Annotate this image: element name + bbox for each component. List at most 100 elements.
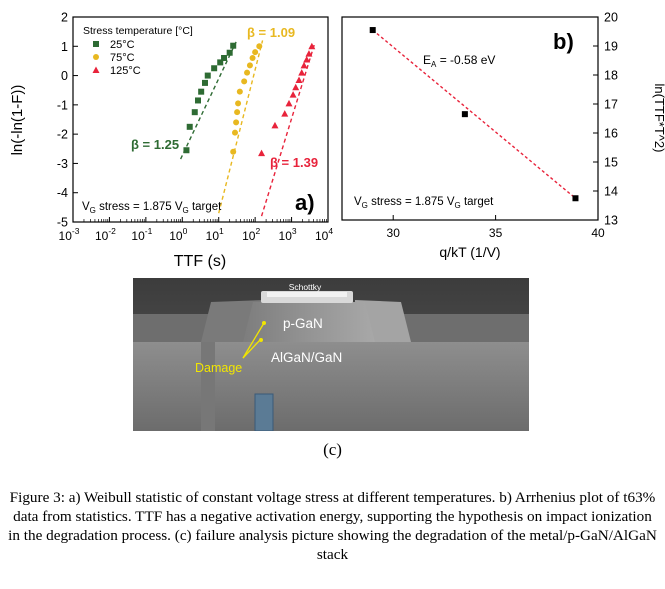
x-tick-label-b: 35 <box>489 226 503 240</box>
panel-c-label: (c) <box>323 440 342 459</box>
failure-analysis-image: Schottky p-GaN AlGaN/GaN Damage <box>133 278 529 431</box>
fit-line-0 <box>179 41 237 160</box>
beta-label-25c: β = 1.25 <box>131 137 179 152</box>
data-point-series-1 <box>235 100 242 107</box>
panel-label-b: b) <box>553 29 574 54</box>
data-point-series-2 <box>289 91 297 98</box>
data-point-series-0 <box>201 79 208 86</box>
data-point-series-2 <box>271 121 279 129</box>
y-tick-label-a: -2 <box>57 128 68 142</box>
y-axis-label-a: ln(-ln(1-F)) <box>9 85 26 156</box>
y-tick-label-a: 2 <box>61 11 68 25</box>
data-point-series-2 <box>303 55 311 63</box>
x-tick-label-a: 103 <box>279 226 297 243</box>
arrhenius-point <box>369 27 376 34</box>
plot-frame-a <box>72 16 329 223</box>
data-point-series-0 <box>204 72 211 79</box>
y-tick-label-a: -5 <box>57 216 68 230</box>
damage-arrow-upper <box>242 322 265 359</box>
fit-line-2 <box>260 44 315 217</box>
y-tick-label-b: 18 <box>604 69 618 83</box>
x-tick-label-a: 100 <box>169 226 187 243</box>
beta-label-75c: β = 1.09 <box>247 25 295 40</box>
y-tick-label-b: 16 <box>604 127 618 141</box>
data-point-series-2 <box>308 42 316 50</box>
x-tick-label-b: 30 <box>387 226 401 240</box>
data-point-series-0 <box>191 109 198 116</box>
data-point-series-0 <box>198 88 205 95</box>
x-tick-label-a: 102 <box>242 226 260 243</box>
x-axis-label-b: q/kT (1/V) <box>439 244 500 260</box>
data-point-series-2 <box>292 83 300 91</box>
panel-label-a: a) <box>295 190 315 215</box>
y-tick-label-a: -4 <box>57 186 68 200</box>
y-tick-label-b: 20 <box>604 11 618 25</box>
data-point-series-1 <box>256 43 263 50</box>
damage-label: Damage <box>195 361 242 375</box>
y-axis-label-b: ln(TTF*T^2) <box>652 84 665 153</box>
x-tick-label-a: 10-1 <box>131 226 152 243</box>
data-point-series-2 <box>281 110 289 117</box>
data-point-series-0 <box>230 42 237 49</box>
y-tick-label-a: -1 <box>57 98 68 112</box>
data-point-series-1 <box>252 49 259 56</box>
damage-spot-lower <box>259 338 263 342</box>
legend-marker-2 <box>92 66 100 73</box>
schottky-metal-shine <box>267 292 347 297</box>
data-point-series-0 <box>226 49 233 56</box>
stress-annotation-a: VG stress = 1.875 VG target <box>82 201 222 215</box>
data-point-series-2 <box>285 99 293 107</box>
y-tick-label-a: -3 <box>57 157 68 171</box>
data-point-series-1 <box>241 78 248 85</box>
y-tick-label-b: 14 <box>604 185 618 199</box>
x-tick-label-a: 10-2 <box>95 226 116 243</box>
legend-title: Stress temperature [°C] <box>83 25 193 37</box>
data-point-series-0 <box>194 97 201 104</box>
stress-annotation-b: VG stress = 1.875 VG target <box>354 196 494 210</box>
y-tick-label-b: 13 <box>604 214 618 228</box>
data-point-series-1 <box>233 119 240 126</box>
legend-marker-0 <box>93 41 99 47</box>
y-tick-label-b: 19 <box>604 40 618 54</box>
data-point-series-0 <box>221 55 228 61</box>
data-point-series-2 <box>305 50 313 57</box>
weibull-chart: 10-3 10-2 10-1 100 101 102 103 104210-1-2-3-4-5… <box>9 11 333 271</box>
data-point-series-2 <box>300 61 308 69</box>
pgan-label: p-GaN <box>283 316 323 331</box>
beta-label-125c: β = 1.39 <box>270 155 318 170</box>
data-point-series-1 <box>246 62 253 69</box>
activation-energy-label: EA = -0.58 eV <box>423 53 495 69</box>
legend-label-2: 125°C <box>110 65 141 77</box>
data-point-series-1 <box>249 55 256 61</box>
y-tick-label-b: 15 <box>604 156 618 170</box>
side-structure <box>201 342 215 431</box>
data-point-series-2 <box>258 149 266 157</box>
x-axis-label-a: TTF (s) <box>174 253 226 270</box>
legend-label-0: 25°C <box>110 39 135 51</box>
figure-caption: Figure 3: a) Weibull statistic of consta… <box>8 489 657 563</box>
damage-spot-upper <box>262 321 266 325</box>
plot-frame-b <box>341 16 599 221</box>
data-point-series-1 <box>230 148 237 155</box>
y-tick-label-a: 1 <box>61 40 68 54</box>
data-point-series-0 <box>217 59 224 66</box>
data-point-series-0 <box>211 65 218 72</box>
data-point-series-0 <box>183 147 190 154</box>
legend-marker-1 <box>93 54 99 60</box>
arrhenius-point <box>572 195 579 202</box>
damage-arrow-lower <box>242 339 261 359</box>
data-point-series-1 <box>234 109 241 116</box>
x-tick-label-b: 40 <box>591 226 605 240</box>
data-point-series-2 <box>298 69 306 76</box>
y-tick-label-a: 0 <box>61 69 68 83</box>
data-point-series-2 <box>295 76 303 83</box>
data-point-series-1 <box>232 129 239 136</box>
x-tick-label-a: 104 <box>315 226 333 243</box>
legend-label-1: 75°C <box>110 52 135 64</box>
data-point-series-1 <box>236 88 243 95</box>
fit-line-1 <box>218 40 264 214</box>
data-point-series-0 <box>186 123 193 130</box>
arrhenius-point <box>461 111 468 118</box>
substrate-layer <box>133 342 529 431</box>
